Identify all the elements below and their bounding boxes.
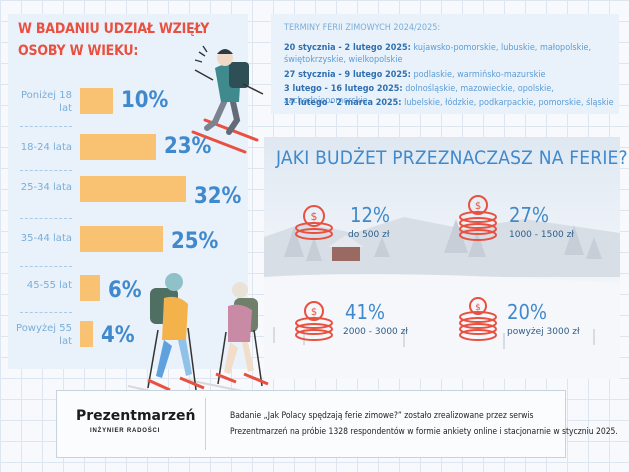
age-label: Poniżej 18 lat <box>21 90 72 114</box>
coins-icon: $ <box>295 301 333 341</box>
age-divider <box>20 218 72 219</box>
budget-value: 41% <box>345 300 385 324</box>
holiday-terms-panel <box>271 14 619 114</box>
age-label: 35-44 lata <box>20 233 72 244</box>
age-chart-title: W BADANIU UDZIAŁ WZIĘŁY OSOBY W WIEKU: <box>18 21 210 59</box>
age-label: 25-34 lata <box>20 182 72 193</box>
term-regions: kujawsko-pomorskie, lubuskie, małopolski… <box>284 43 592 65</box>
term-regions: dolnośląskie, mazowieckie, opolskie, zac… <box>284 84 554 106</box>
age-divider <box>20 266 72 267</box>
age-bar <box>80 226 163 252</box>
age-value: 32% <box>194 184 242 209</box>
budget-label: do 500 zł <box>348 230 390 240</box>
winter-landscape-background <box>264 217 620 379</box>
age-divider <box>20 126 72 127</box>
term-dates: 27 stycznia - 9 lutego 2025: <box>284 70 411 80</box>
budget-value: 12% <box>350 203 390 227</box>
age-value: 10% <box>121 88 169 113</box>
term-dates: 20 stycznia - 2 lutego 2025: <box>284 43 411 53</box>
budget-value: 27% <box>509 203 549 227</box>
skier-illustration <box>191 45 264 154</box>
coins-icon: $ <box>295 205 333 240</box>
coins-stack-icon: $ <box>459 195 497 241</box>
budget-label: 2000 - 3000 zł <box>343 327 408 337</box>
survey-note-line2: Prezentmarzeń na próbie 1328 respondentó… <box>230 427 618 437</box>
brand-tagline: INŻYNIER RADOŚCI <box>90 428 161 434</box>
hikers-illustration <box>128 273 277 407</box>
term-dates: 3 lutego - 16 lutego 2025: <box>284 84 403 94</box>
age-bar <box>80 88 113 114</box>
age-label: 18-24 lata <box>20 142 72 153</box>
age-divider <box>20 170 72 171</box>
age-value: 25% <box>171 229 219 254</box>
footer-divider <box>205 398 206 450</box>
age-bar <box>80 321 93 347</box>
budget-label: 1000 - 1500 zł <box>509 230 574 240</box>
budget-title: JAKI BUDŻET PRZEZNACZASZ NA FERIE? <box>276 147 628 169</box>
budget-label: powyżej 3000 zł <box>507 327 580 337</box>
svg-text:$: $ <box>475 201 481 212</box>
age-label: Powyżej 55 lat <box>16 323 72 347</box>
age-label: 45-55 lat <box>26 280 72 291</box>
coins-stack-icon: $ <box>459 297 497 341</box>
footer-box <box>56 390 566 458</box>
svg-text:$: $ <box>475 303 481 313</box>
holiday-terms-title: TERMINY FERII ZIMOWYCH 2024/2025: <box>284 23 441 33</box>
brand-logo: Prezentmarzeń <box>76 408 196 424</box>
term-dates: 17 lutego - 2 marca 2025: <box>284 98 402 108</box>
term-line: 17 lutego - 2 marca 2025: lubelskie, łód… <box>284 97 614 109</box>
svg-text:$: $ <box>311 307 317 318</box>
age-divider <box>20 312 72 313</box>
age-bar <box>80 176 186 202</box>
age-bar <box>80 134 156 160</box>
svg-text:$: $ <box>311 210 318 223</box>
budget-value: 20% <box>507 300 547 324</box>
term-line: 3 lutego - 16 lutego 2025: dolnośląskie,… <box>284 83 614 107</box>
budget-panel <box>264 137 620 379</box>
term-regions: lubelskie, łódzkie, podkarpackie, pomors… <box>404 98 614 108</box>
age-value: 23% <box>164 134 212 159</box>
age-bar <box>80 275 100 301</box>
term-line: 20 stycznia - 2 lutego 2025: kujawsko-po… <box>284 42 614 66</box>
term-line: 27 stycznia - 9 lutego 2025: podlaskie, … <box>284 69 614 81</box>
survey-note-line1: Badanie „Jak Polacy spędzają ferie zimow… <box>230 411 534 421</box>
age-value: 4% <box>101 323 135 348</box>
term-regions: podlaskie, warmińsko-mazurskie <box>413 70 546 80</box>
age-value: 6% <box>108 278 142 303</box>
